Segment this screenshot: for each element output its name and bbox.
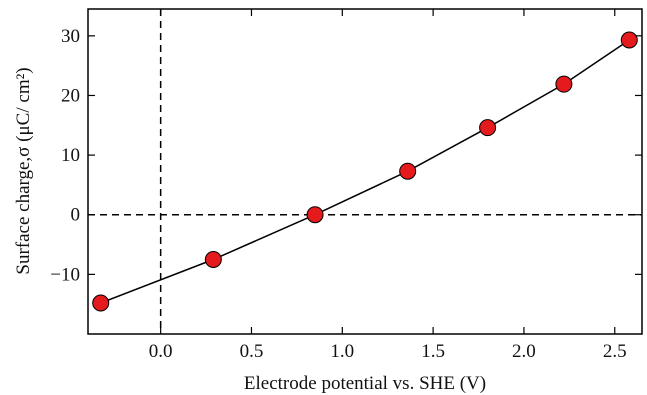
y-tick-label: −10	[50, 264, 80, 285]
x-tick-label: 0.0	[149, 341, 173, 362]
x-tick-label: 1.0	[330, 341, 354, 362]
data-point	[555, 75, 573, 93]
plot-frame	[87, 8, 643, 335]
x-tick-label: 1.5	[421, 341, 445, 362]
x-tick-label: 2.0	[512, 341, 536, 362]
series-layer	[92, 31, 638, 312]
data-point	[399, 162, 417, 180]
y-tick-label: 0	[71, 205, 81, 226]
y-tick-label: 20	[61, 85, 80, 106]
data-point	[92, 294, 110, 312]
data-point	[306, 206, 324, 224]
x-tick-label: 0.5	[240, 341, 264, 362]
data-point	[620, 31, 638, 49]
y-tick-label: 30	[61, 26, 80, 47]
y-axis-label: Surface charge,σ (μC/ cm²)	[13, 67, 34, 274]
x-axis: 0.0 0.5 1.0 1.5 2.0 2.5	[149, 9, 627, 362]
reference-lines	[88, 9, 642, 334]
data-point	[204, 250, 222, 268]
x-tick-label: 2.5	[603, 341, 627, 362]
series-line	[100, 39, 630, 304]
data-point	[479, 119, 497, 137]
y-axis: −10 0 10 20 30	[50, 26, 642, 285]
x-axis-label: Electrode potential vs. SHE (V)	[244, 373, 486, 394]
y-tick-label: 10	[61, 145, 80, 166]
